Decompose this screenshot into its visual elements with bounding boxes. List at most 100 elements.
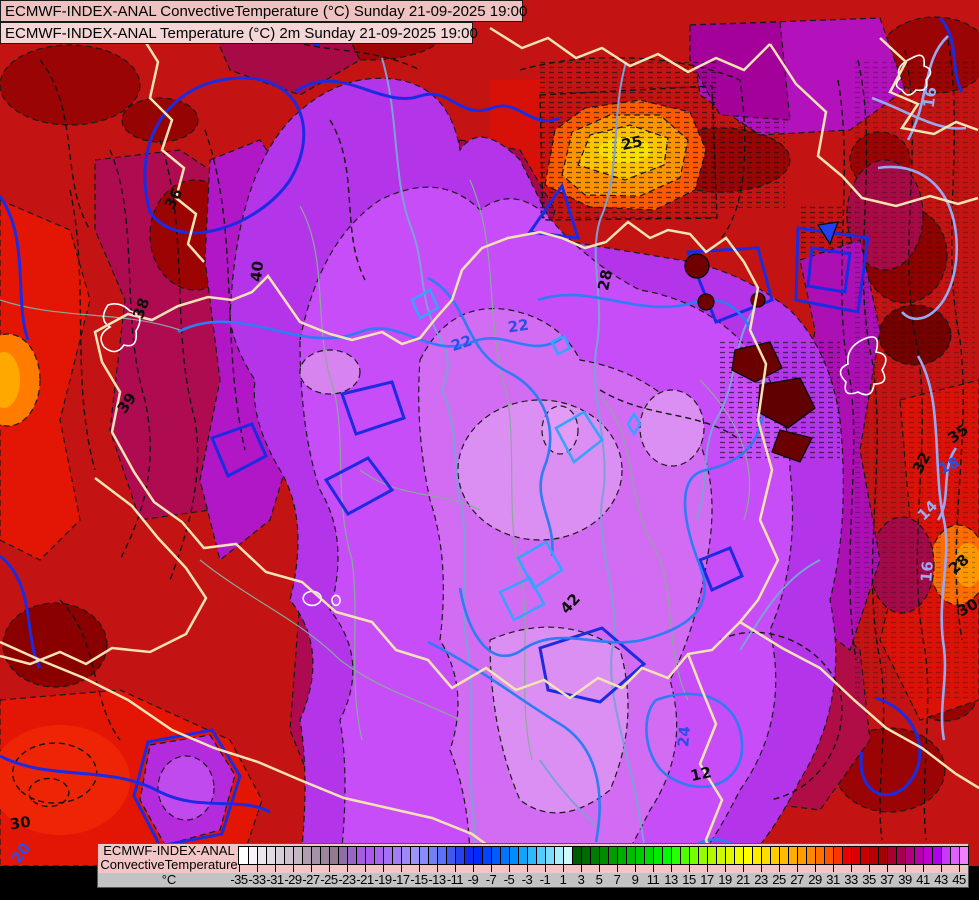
colorbar-tick bbox=[923, 865, 924, 872]
colorbar-tick bbox=[419, 865, 420, 872]
colorbar-tick-label: 9 bbox=[631, 872, 639, 887]
colorbar-cell bbox=[851, 847, 860, 864]
colorbar-cell bbox=[509, 847, 518, 864]
colorbar-tick bbox=[491, 865, 492, 872]
colorbar-tick bbox=[959, 865, 960, 872]
colorbar-cell bbox=[473, 847, 482, 864]
colorbar-cell bbox=[356, 847, 365, 864]
colorbar-cell bbox=[401, 847, 410, 864]
colorbar-cell bbox=[842, 847, 851, 864]
colorbar-tick-label: 27 bbox=[790, 872, 804, 887]
colorbar-cell bbox=[410, 847, 419, 864]
colorbar-tick bbox=[581, 865, 582, 872]
colorbar-tick bbox=[833, 865, 834, 872]
colorbar-tick bbox=[401, 865, 402, 872]
colorbar-cell bbox=[824, 847, 833, 864]
colorbar-tick-label: -3 bbox=[521, 872, 533, 887]
colorbar-tick bbox=[527, 865, 528, 872]
colorbar-tick bbox=[311, 865, 312, 872]
map-canvas: 3640383925284235322830301222221824201614… bbox=[0, 0, 979, 867]
colorbar-cell bbox=[608, 847, 617, 864]
isotherm-contours-lightblue bbox=[410, 288, 642, 622]
colorbar-cell bbox=[887, 847, 896, 864]
colorbar-tick bbox=[239, 865, 240, 872]
colorbar-tick-label: -1 bbox=[539, 872, 551, 887]
admin-borders bbox=[0, 179, 751, 761]
colorbar-cell bbox=[581, 847, 590, 864]
colorbar-cell bbox=[329, 847, 338, 864]
colorbar-tick bbox=[869, 865, 870, 872]
colorbar-cell bbox=[419, 847, 428, 864]
colorbar-cell bbox=[455, 847, 464, 864]
colorbar-tick bbox=[563, 865, 564, 872]
colorbar-cell bbox=[914, 847, 923, 864]
colorbar-ticks bbox=[238, 865, 969, 872]
colorbar-cell bbox=[284, 847, 293, 864]
colorbar-tick bbox=[599, 865, 600, 872]
colorbar-cell bbox=[896, 847, 905, 864]
legend-unit-label: °C bbox=[161, 872, 177, 887]
colorbar-cell bbox=[932, 847, 941, 864]
colorbar-cell bbox=[545, 847, 554, 864]
colorbar-tick-label: -25 bbox=[320, 872, 338, 887]
colorbar-tick bbox=[635, 865, 636, 872]
colorbar-cell bbox=[635, 847, 644, 864]
colorbar-tick-label: 5 bbox=[595, 872, 603, 887]
colorbar-tick-label: -19 bbox=[374, 872, 392, 887]
colorbar-tick bbox=[905, 865, 906, 872]
colorbar-tick bbox=[293, 865, 294, 872]
colorbar-cell bbox=[383, 847, 392, 864]
colorbar-cell bbox=[491, 847, 500, 864]
colorbar-cell bbox=[347, 847, 356, 864]
contour-value-label: 28 bbox=[594, 268, 616, 292]
colorbar-tick-label: 29 bbox=[808, 872, 822, 887]
colorbar-tick-label: 41 bbox=[916, 872, 930, 887]
colorbar-cell bbox=[959, 847, 968, 864]
colorbar-tick-label: 43 bbox=[934, 872, 948, 887]
colorbar-tick bbox=[941, 865, 942, 872]
colorbar-tick bbox=[257, 865, 258, 872]
hatch-overlays bbox=[540, 60, 975, 700]
colorbar-tick-label: 37 bbox=[880, 872, 894, 887]
legend-panel: ECMWF-INDEX-ANAL ConvectiveTemperature °… bbox=[97, 843, 969, 888]
colorbar-cell bbox=[239, 847, 248, 864]
colorbar-tick bbox=[455, 865, 456, 872]
legend-model-label: ECMWF-INDEX-ANAL bbox=[103, 843, 235, 858]
colorbar-cell bbox=[536, 847, 545, 864]
colorbar-cell bbox=[815, 847, 824, 864]
colorbar-tick-label: -17 bbox=[392, 872, 410, 887]
colorbar-tick bbox=[689, 865, 690, 872]
colorbar-cell bbox=[302, 847, 311, 864]
colorbar-cell bbox=[626, 847, 635, 864]
colorbar-tick-label: -29 bbox=[284, 872, 302, 887]
colorbar-cell bbox=[689, 847, 698, 864]
colorbar-cell bbox=[338, 847, 347, 864]
colorbar-tick-label: -33 bbox=[248, 872, 266, 887]
colorbar-tick-label: -21 bbox=[356, 872, 374, 887]
colorbar-cell bbox=[563, 847, 572, 864]
colorbar-tick-label: 11 bbox=[646, 872, 660, 887]
colorbar-cell bbox=[860, 847, 869, 864]
colorbar-tick bbox=[779, 865, 780, 872]
colorbar-tick-label: 1 bbox=[559, 872, 567, 887]
colorbar-cell bbox=[869, 847, 878, 864]
colorbar-tick-label: 35 bbox=[862, 872, 876, 887]
colorbar-cell bbox=[374, 847, 383, 864]
colorbar-tick bbox=[815, 865, 816, 872]
colorbar-tick-label: 39 bbox=[898, 872, 912, 887]
colorbar-cell bbox=[743, 847, 752, 864]
colorbar-cell bbox=[293, 847, 302, 864]
colorbar-cell bbox=[950, 847, 959, 864]
colorbar-cell bbox=[941, 847, 950, 864]
colorbar-cell bbox=[482, 847, 491, 864]
colorbar-tick-label: -15 bbox=[410, 872, 428, 887]
colorbar-cell bbox=[662, 847, 671, 864]
colorbar-tick-label: 7 bbox=[613, 872, 621, 887]
colorbar-cell bbox=[518, 847, 527, 864]
colorbar-tick-label: 31 bbox=[826, 872, 840, 887]
colorbar-cell bbox=[428, 847, 437, 864]
colorbar-tick bbox=[707, 865, 708, 872]
colorbar-cell bbox=[707, 847, 716, 864]
colorbar-cell bbox=[590, 847, 599, 864]
colorbar-tick bbox=[851, 865, 852, 872]
